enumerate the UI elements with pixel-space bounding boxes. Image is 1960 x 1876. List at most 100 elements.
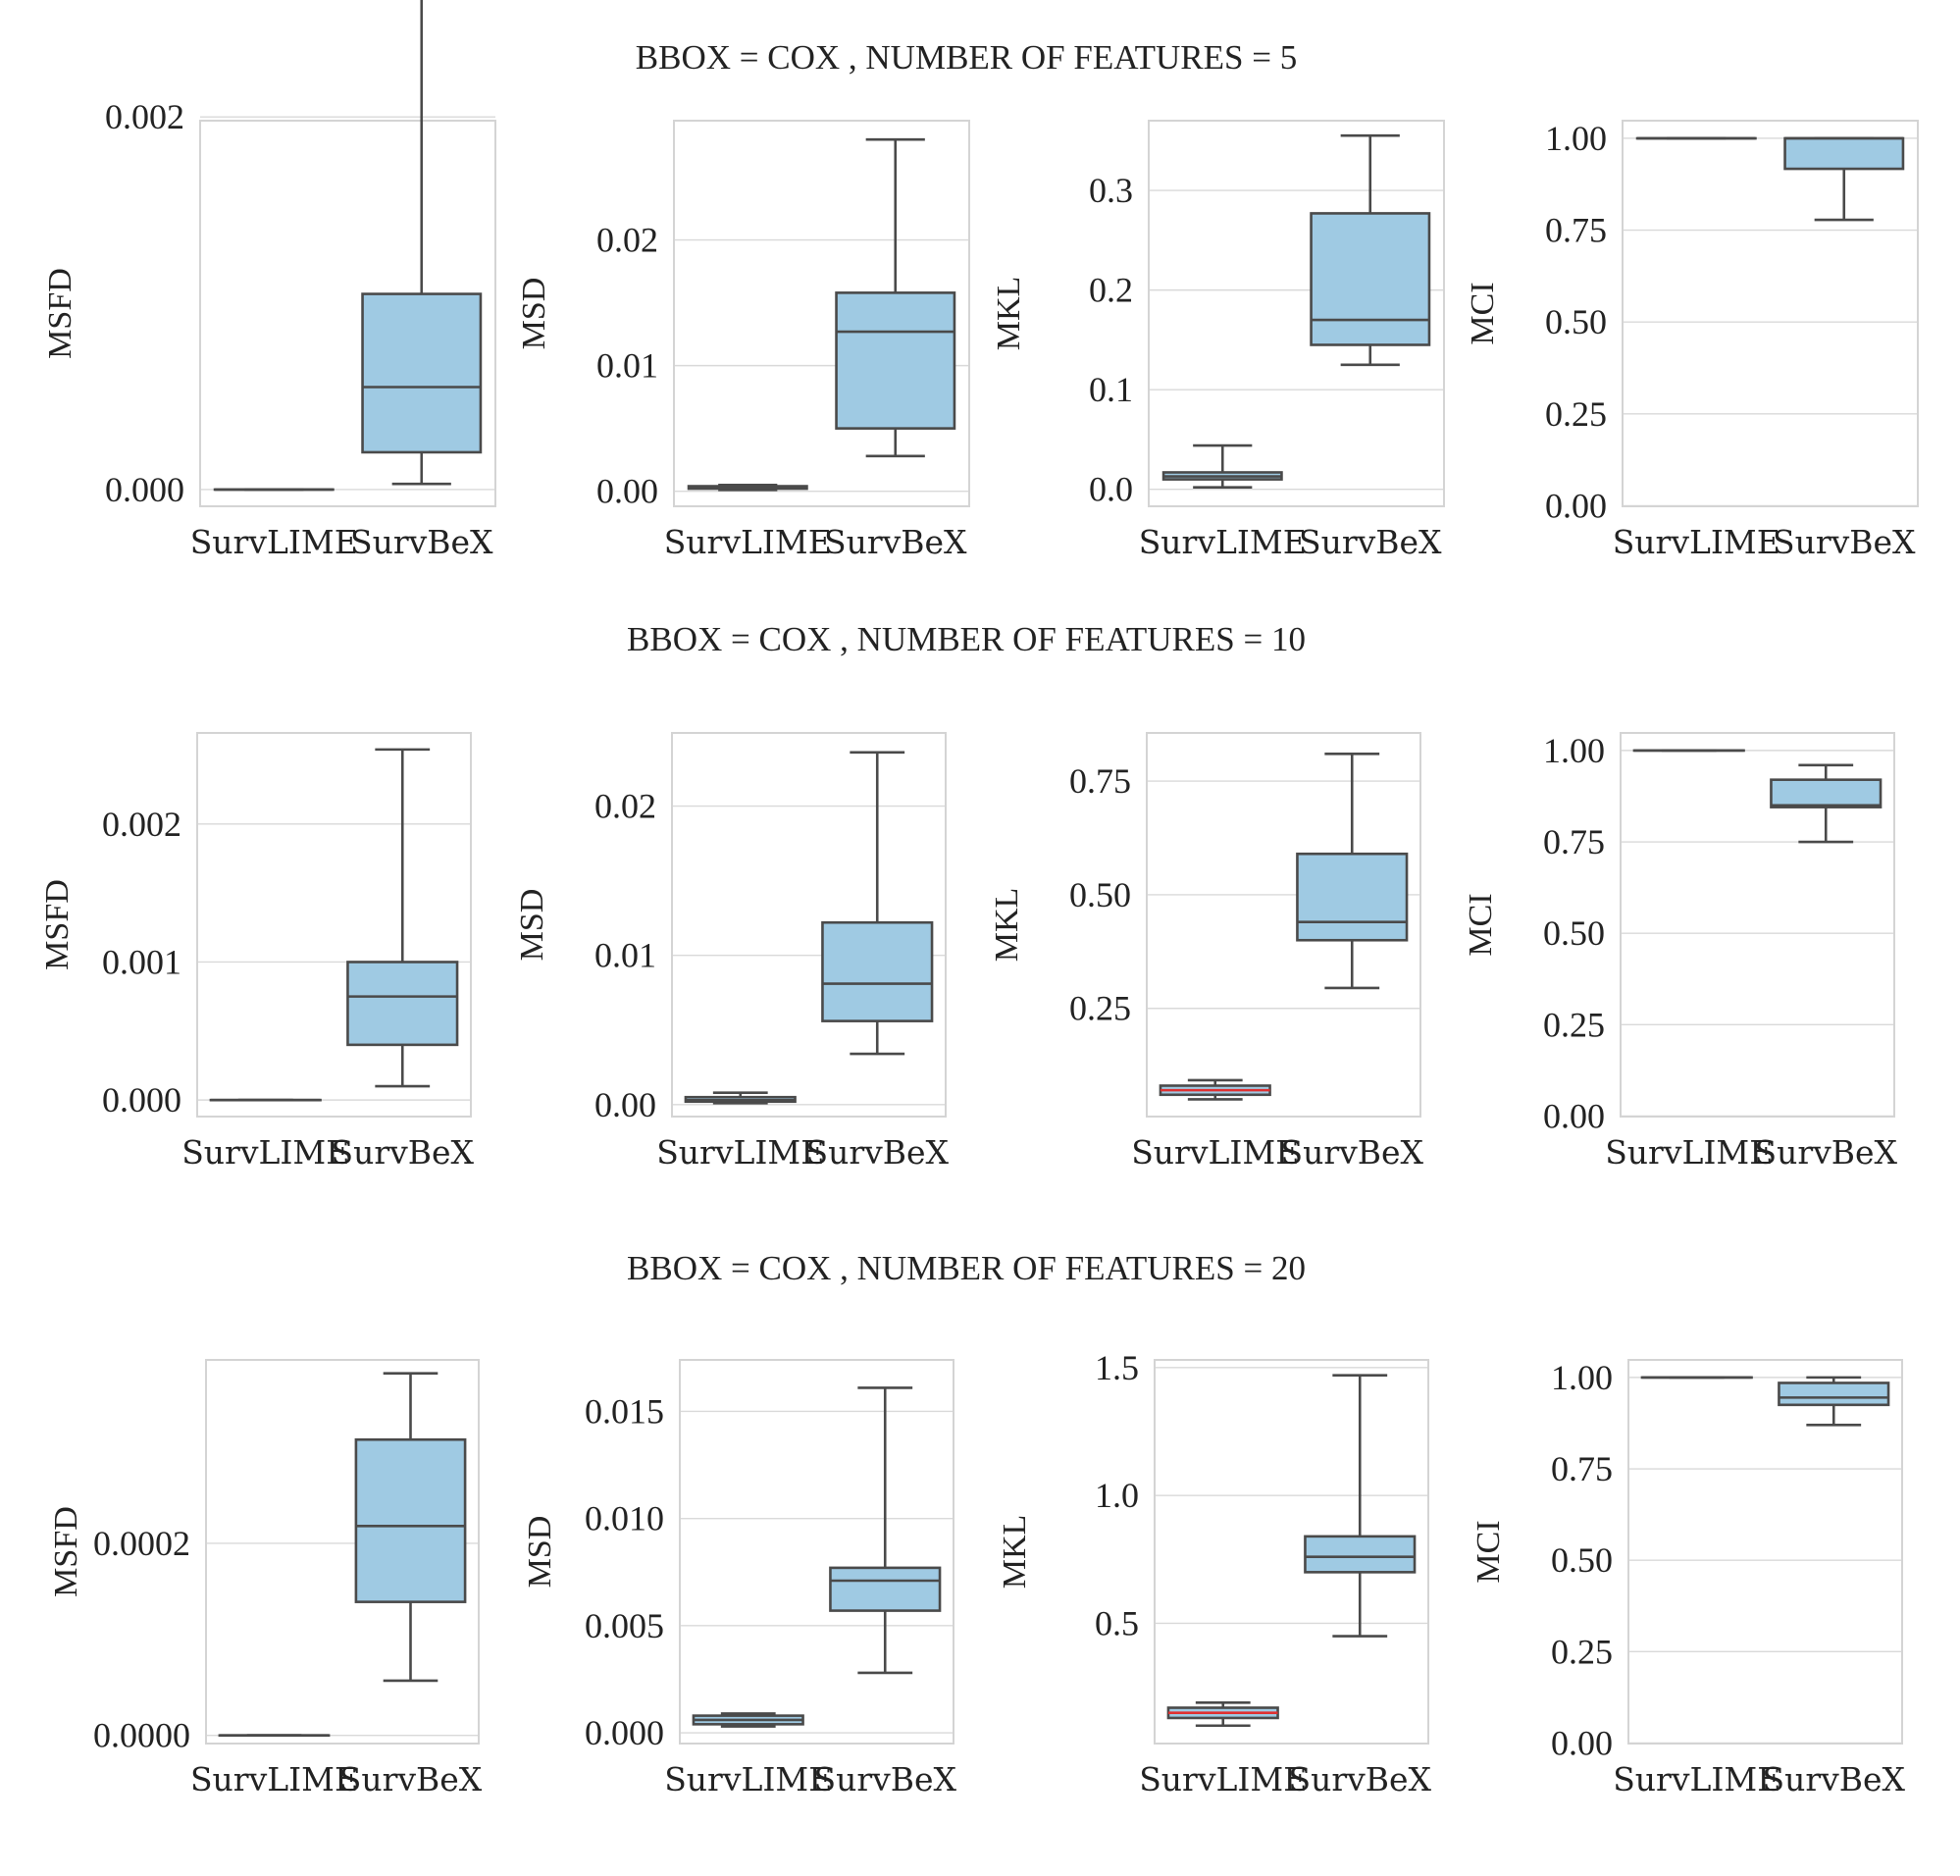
features-5-mkl-ytick-label: 0.0: [1089, 470, 1133, 509]
features-5-mkl-ytick-label: 0.3: [1089, 171, 1133, 210]
features-5-mkl-ytick-label: 0.1: [1089, 370, 1133, 409]
features-10-msfd-ytick-label: 0.001: [102, 942, 181, 981]
features-5-msd-survbex-xtick-label: SurvBeX: [824, 523, 967, 561]
features-20-msfd-survlime-xtick-label: SurvLIME: [190, 1760, 358, 1798]
features-10-mkl-ytick-label: 0.75: [1069, 761, 1131, 801]
features-10-msd-survbex-box: [821, 920, 934, 1022]
features-20-mci-survbex-xtick-label: SurvBeX: [1762, 1760, 1905, 1798]
features-20-msd-survbex-box: [829, 1566, 942, 1612]
row-title-features-5: BBOX = COX , NUMBER OF FEATURES = 5: [636, 38, 1297, 77]
features-20-msfd-ytick-label: 0.0002: [93, 1524, 190, 1563]
features-10-mkl-ytick-label: 0.25: [1069, 989, 1131, 1028]
features-10-mkl-survbex-box: [1296, 852, 1409, 942]
features-5-mci-ytick-label: 0.50: [1545, 302, 1607, 341]
features-10-msd-survlime-xtick-label: SurvLIME: [656, 1133, 824, 1172]
features-10-mci-survbex-box: [1770, 778, 1883, 808]
features-5-msd-ylabel: MSD: [516, 278, 552, 350]
features-5-mci-survbex-box: [1783, 136, 1905, 171]
features-10-mkl-survbex-xtick-label: SurvBeX: [1280, 1133, 1423, 1172]
features-5-msfd-ytick-label: 0.002: [105, 97, 184, 136]
features-5-msfd-frame: [199, 120, 496, 507]
features-20-msd-survbex-xtick-label: SurvBeX: [813, 1760, 956, 1798]
features-10-msd-ytick-label: 0.02: [594, 787, 656, 826]
features-20-msfd-ytick-label: 0.0000: [93, 1716, 190, 1755]
features-20-mkl-ytick-label: 0.5: [1095, 1603, 1139, 1642]
features-20-mkl-ytick-label: 1.0: [1095, 1476, 1139, 1515]
features-10-msfd-frame: [196, 732, 472, 1118]
features-5-mkl-frame: [1148, 120, 1445, 507]
features-20-mkl-ylabel: MKL: [997, 1515, 1033, 1589]
features-5-mci-ytick-label: 0.75: [1545, 211, 1607, 250]
features-5-mci-frame: [1622, 120, 1919, 507]
features-20-msd-ytick-label: 0.000: [585, 1713, 664, 1752]
features-10-mkl-ylabel: MKL: [989, 888, 1025, 963]
features-10-mci-ylabel: MCI: [1463, 893, 1499, 956]
features-20-mci-ytick-label: 1.00: [1551, 1358, 1613, 1397]
features-5-mci-ytick-label: 0.00: [1545, 486, 1607, 525]
features-10-msfd-ylabel: MSFD: [39, 879, 76, 970]
features-20-mci-ylabel: MCI: [1470, 1520, 1507, 1583]
features-5-mci-ytick-label: 1.00: [1545, 119, 1607, 158]
features-5-msfd-ylabel: MSFD: [42, 268, 78, 359]
features-10-msfd-ytick-label: 0.000: [102, 1080, 181, 1120]
features-20-mkl-survbex-xtick-label: SurvBeX: [1288, 1760, 1431, 1798]
features-20-msfd-survbex-box: [354, 1437, 467, 1603]
features-5-mkl-ytick-label: 0.2: [1089, 271, 1133, 310]
features-5-msd-survlime-xtick-label: SurvLIME: [664, 523, 832, 561]
features-10-mci-frame: [1620, 732, 1895, 1118]
features-20-msfd-survbex-xtick-label: SurvBeX: [339, 1760, 483, 1798]
features-20-mci-ytick-label: 0.25: [1551, 1632, 1613, 1671]
features-10-msd-ytick-label: 0.00: [594, 1085, 656, 1124]
features-20-msd-survlime-xtick-label: SurvLIME: [664, 1760, 832, 1798]
features-20-mkl-ytick-label: 1.5: [1095, 1348, 1139, 1387]
features-10-msfd-survbex-xtick-label: SurvBeX: [331, 1133, 474, 1172]
features-10-msfd-survbex-box: [346, 961, 459, 1047]
features-5-mci-survbex-xtick-label: SurvBeX: [1773, 523, 1916, 561]
features-5-mkl-survbex-xtick-label: SurvBeX: [1299, 523, 1442, 561]
features-5-mci-survlime-xtick-label: SurvLIME: [1613, 523, 1780, 561]
features-5-msfd-survlime-xtick-label: SurvLIME: [190, 523, 358, 561]
features-5-mkl-survlime-xtick-label: SurvLIME: [1139, 523, 1307, 561]
features-5-msd-frame: [673, 120, 970, 507]
features-20-mci-survbex-box: [1778, 1381, 1890, 1407]
features-10-mci-ytick-label: 0.25: [1543, 1005, 1605, 1044]
features-10-mci-ytick-label: 0.75: [1543, 822, 1605, 861]
features-10-msd-survbex-xtick-label: SurvBeX: [805, 1133, 949, 1172]
features-5-msd-ytick-label: 0.02: [596, 221, 658, 260]
panels: 0.0000.002MSFDSurvLIMESurvBeX0.000.010.0…: [39, 0, 1919, 1798]
features-5-mci-ytick-label: 0.25: [1545, 394, 1607, 434]
features-10-msd-ytick-label: 0.01: [594, 936, 656, 975]
row-title-features-10: BBOX = COX , NUMBER OF FEATURES = 10: [627, 620, 1306, 658]
features-20-mci-ytick-label: 0.75: [1551, 1449, 1613, 1488]
features-20-mci-ytick-label: 0.00: [1551, 1723, 1613, 1762]
features-20-msd-frame: [679, 1359, 954, 1745]
features-5-mci-ylabel: MCI: [1465, 282, 1501, 344]
features-5-msfd-ytick-label: 0.000: [105, 470, 184, 509]
features-20-mci-frame: [1627, 1359, 1903, 1745]
features-20-msd-ytick-label: 0.010: [585, 1499, 664, 1538]
features-10-msfd-ytick-label: 0.002: [102, 805, 181, 844]
features-10-msd-ylabel: MSD: [514, 889, 550, 962]
features-10-mci-ytick-label: 1.00: [1543, 731, 1605, 770]
features-10-mci-survbex-xtick-label: SurvBeX: [1754, 1133, 1897, 1172]
features-10-mkl-ytick-label: 0.50: [1069, 875, 1131, 914]
features-5-msd-ytick-label: 0.01: [596, 346, 658, 386]
row-title-features-20: BBOX = COX , NUMBER OF FEATURES = 20: [627, 1249, 1306, 1287]
features-20-mkl-survlime-xtick-label: SurvLIME: [1139, 1760, 1307, 1798]
features-20-msd-ytick-label: 0.005: [585, 1606, 664, 1645]
features-10-msfd-survlime-xtick-label: SurvLIME: [181, 1133, 349, 1172]
features-20-mkl-frame: [1154, 1359, 1429, 1745]
features-5-mkl-ylabel: MKL: [991, 277, 1027, 351]
